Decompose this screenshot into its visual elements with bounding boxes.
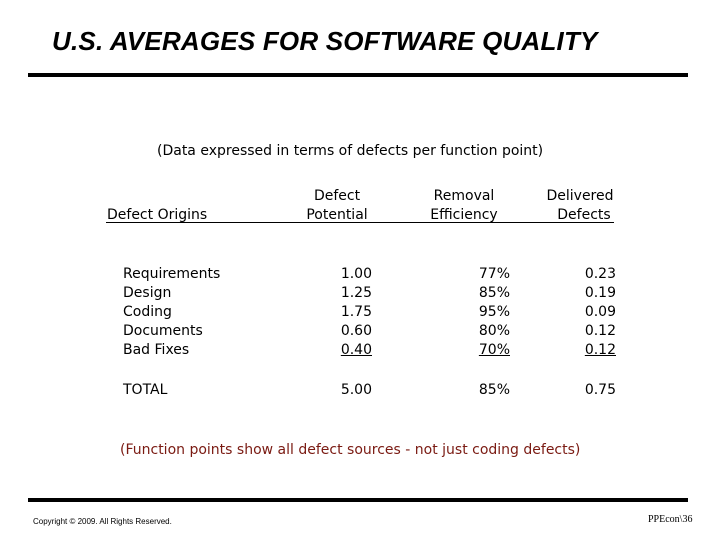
row-potential: 0.60 [340,323,372,339]
origins-column: Requirements Design Coding Documents Bad… [123,265,220,360]
header-delivered-line2: Defects [557,207,611,223]
subtitle: (Data expressed in terms of defects per … [157,143,544,159]
header-removal-line1: Removal [433,188,495,204]
row-efficiency: 77% [478,266,510,282]
header-origins: Defect Origins [107,207,208,223]
header-potential-line1: Defect [313,188,361,204]
row-potential: 1.00 [340,266,372,282]
total-delivered: 0.75 [584,382,616,398]
row-origin: Bad Fixes [123,342,190,358]
footnote: (Function points show all defect sources… [120,442,581,458]
header-removal: Removal Efficiency [424,187,504,225]
header-delivered: Delivered Defects [540,187,620,225]
row-efficiency: 95% [478,304,510,320]
header-underline [106,222,614,223]
row-delivered: 0.12 [584,323,616,339]
efficiency-column: 77% 85% 95% 80% 70% [466,265,510,360]
row-potential: 1.75 [340,304,372,320]
total-label: TOTAL [123,382,168,398]
header-removal-line2: Efficiency [430,207,498,223]
row-delivered: 0.12 [584,342,616,358]
footer-divider [28,498,688,502]
row-delivered: 0.23 [584,266,616,282]
row-delivered: 0.19 [584,285,616,301]
row-potential: 0.40 [340,342,372,358]
row-origin: Coding [123,304,172,320]
row-origin: Design [123,285,172,301]
row-efficiency: 70% [478,342,510,358]
total-potential: 5.00 [340,382,372,398]
delivered-column: 0.23 0.19 0.09 0.12 0.12 [574,265,616,360]
header-potential: Defect Potential [306,187,368,225]
header-delivered-line1: Delivered [546,188,614,204]
title-divider [28,73,688,77]
row-efficiency: 80% [478,323,510,339]
row-delivered: 0.09 [584,304,616,320]
row-origin: Requirements [123,266,221,282]
potential-column: 1.00 1.25 1.75 0.60 0.40 [330,265,372,360]
page-reference: PPEcon\36 [648,514,693,525]
page-title: U.S. AVERAGES FOR SOFTWARE QUALITY [52,26,598,56]
header-potential-line2: Potential [306,207,368,223]
row-efficiency: 85% [478,285,510,301]
total-efficiency: 85% [478,382,510,398]
row-origin: Documents [123,323,203,339]
copyright-text: Copyright © 2009. All Rights Reserved. [33,517,172,526]
row-potential: 1.25 [340,285,372,301]
